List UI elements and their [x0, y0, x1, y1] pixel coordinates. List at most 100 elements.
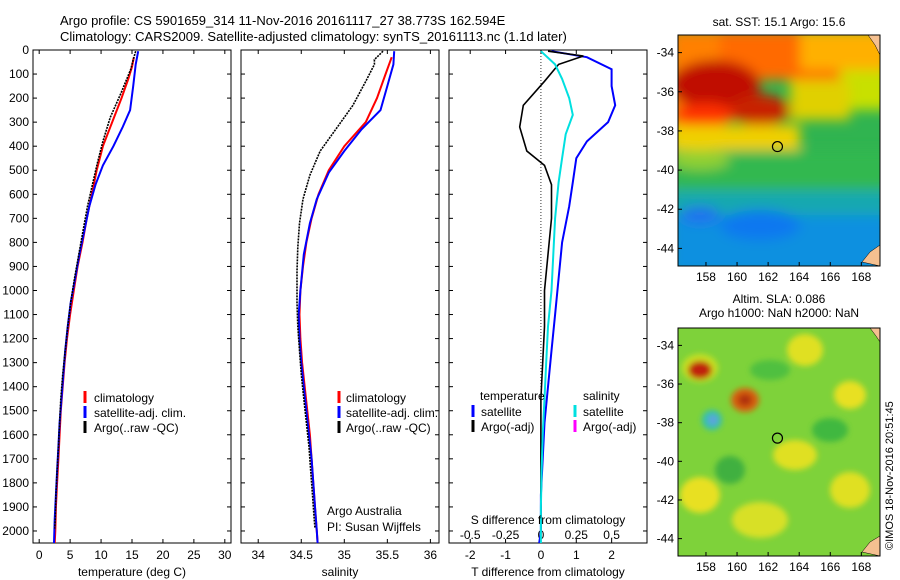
credit-line-1: Argo Australia: [327, 504, 402, 518]
sst-map-axes: 158 160 162 164 166 168 -34 -36 -38 -40 -42 -44: [657, 46, 872, 284]
map-x-tick-label: 168: [851, 270, 871, 284]
y-tick-label: 0: [22, 43, 29, 57]
series-line: [518, 50, 584, 529]
map-y-tick-label: -36: [657, 85, 675, 99]
x-tick-label: -1: [500, 548, 511, 562]
y-tick-label: 900: [9, 259, 29, 273]
map-y-tick-label: -38: [657, 416, 675, 430]
sla-map-subtitle: Argo h1000: NaN h2000: NaN: [699, 306, 859, 320]
series-line: [53, 51, 140, 544]
map-y-tick-label: -34: [657, 338, 675, 352]
credit-line-2: PI: Susan Wijffels: [327, 520, 421, 534]
temperature-legend: climatology satellite-adj. clim. Argo(..…: [83, 391, 186, 435]
sla-map-title: Altim. SLA: 0.086: [733, 292, 826, 306]
sla-heatmap: [678, 328, 880, 556]
s-tick-label: -0.25: [492, 528, 520, 542]
legend-argo-label: Argo(..raw -QC): [346, 421, 431, 435]
difference-legend: temperature satellite Argo(-adj) salinit…: [471, 389, 636, 434]
x-tick-label: 0: [538, 548, 545, 562]
y-tick-label: 1800: [2, 476, 29, 490]
map-x-tick-label: 164: [789, 270, 809, 284]
y-tick-label: 1700: [2, 452, 29, 466]
legend-temperature-title: temperature: [480, 389, 545, 403]
legend-climatology-label: climatology: [346, 391, 406, 405]
y-tick-label: 200: [9, 91, 29, 105]
salinity-panel: 34 34.5 35 35.5 36 climatology satellite-adj…: [240, 49, 440, 579]
legend-salinity-title: salinity: [583, 389, 620, 403]
legend-satellite-label: satellite-adj. clim.: [346, 406, 438, 420]
s-tick-label: -0.5: [460, 528, 481, 542]
y-tick-label: 100: [9, 67, 29, 81]
temperature-series: [53, 50, 140, 544]
sla-map-axes: 158 160 162 164 166 168 -34 -36 -38 -40 -42 -44: [657, 338, 872, 574]
sst-map-title: sat. SST: 15.1 Argo: 15.6: [713, 15, 846, 29]
s-tick-label: 0.5: [603, 528, 620, 542]
x-tick-label: 35.5: [376, 548, 400, 562]
salinity-xlabel: salinity: [322, 565, 359, 579]
salinity-axes: [240, 49, 440, 544]
land-nz-sla-top: [869, 328, 880, 343]
legend-t-satellite-label: satellite: [481, 405, 522, 419]
series-line: [539, 50, 574, 543]
map-y-tick-label: -44: [657, 532, 675, 546]
difference-axes: [448, 49, 648, 544]
s-tick-label: 0.25: [565, 528, 589, 542]
legend-t-argo-label: Argo(-adj): [481, 420, 534, 434]
map-x-tick-label: 162: [758, 560, 778, 574]
y-tick-label: 1600: [2, 428, 29, 442]
y-tick-label: 1300: [2, 356, 29, 370]
map-x-tick-label: 168: [851, 560, 871, 574]
x-tick-label: 20: [156, 548, 170, 562]
x-tick-label: 15: [125, 548, 139, 562]
temperature-xlabel: temperature (deg C): [78, 565, 186, 579]
x-tick-label: 10: [94, 548, 108, 562]
y-tick-label: 400: [9, 139, 29, 153]
map-y-tick-label: -34: [657, 46, 675, 60]
land-nz-bottom: [861, 244, 880, 266]
temperature-axes: [32, 49, 232, 544]
map-x-tick-label: 158: [696, 270, 716, 284]
map-y-tick-label: -42: [657, 493, 675, 507]
x-tick-label: 34.5: [290, 548, 314, 562]
depth-axis: 0 100 200 300 400 500 600 700 800 900 1000 1100 1200…: [2, 43, 231, 538]
y-tick-label: 1900: [2, 500, 29, 514]
x-tick-label: 2: [608, 548, 615, 562]
legend-argo-label: Argo(..raw -QC): [94, 421, 179, 435]
map-y-tick-label: -40: [657, 163, 675, 177]
difference-depth-ticks: [449, 49, 647, 532]
t-difference-axis: -2 -1 0 1 2: [465, 50, 615, 562]
legend-climatology-label: climatology: [94, 391, 154, 405]
y-tick-label: 1100: [3, 308, 29, 322]
map-y-tick-label: -36: [657, 377, 675, 391]
temperature-panel: 0100200300400500600700800900100011001200…: [2, 43, 232, 579]
sst-heatmap: [678, 35, 880, 266]
t-difference-xlabel: T difference from climatology: [471, 565, 625, 579]
x-tick-label: 25: [187, 548, 201, 562]
map-x-tick-label: 166: [820, 270, 840, 284]
y-tick-label: 1500: [2, 404, 29, 418]
y-tick-label: 1200: [2, 332, 29, 346]
sst-map-panel: sat. SST: 15.1 Argo: 15.6: [657, 15, 881, 284]
header-line-2: Climatology: CARS2009. Satellite-adjuste…: [60, 29, 567, 44]
salinity-axis: 34 34.5 35 35.5 36: [252, 50, 438, 562]
map-y-tick-label: -38: [657, 124, 675, 138]
s-difference-label: S difference from climatology: [471, 513, 626, 527]
land-nz-top: [867, 35, 880, 56]
x-tick-label: 1: [573, 548, 580, 562]
y-tick-label: 1400: [2, 380, 29, 394]
series-line: [296, 50, 384, 529]
y-tick-label: 1000: [2, 283, 29, 297]
legend-s-argo-label: Argo(-adj): [583, 420, 636, 434]
legend-s-satellite-label: satellite: [583, 405, 624, 419]
salinity-legend: climatology satellite-adj. clim. Argo(..…: [337, 391, 438, 435]
x-tick-label: 0: [36, 548, 43, 562]
x-tick-label: -2: [465, 548, 476, 562]
map-y-tick-label: -40: [657, 454, 675, 468]
x-tick-label: 34: [252, 548, 266, 562]
temperature-axis: 0 5 10 15 20 25 30: [36, 50, 232, 562]
sst-map-frame: [677, 34, 881, 267]
map-x-tick-label: 160: [727, 560, 747, 574]
salinity-series: [296, 50, 396, 544]
x-tick-label: 36: [424, 548, 438, 562]
